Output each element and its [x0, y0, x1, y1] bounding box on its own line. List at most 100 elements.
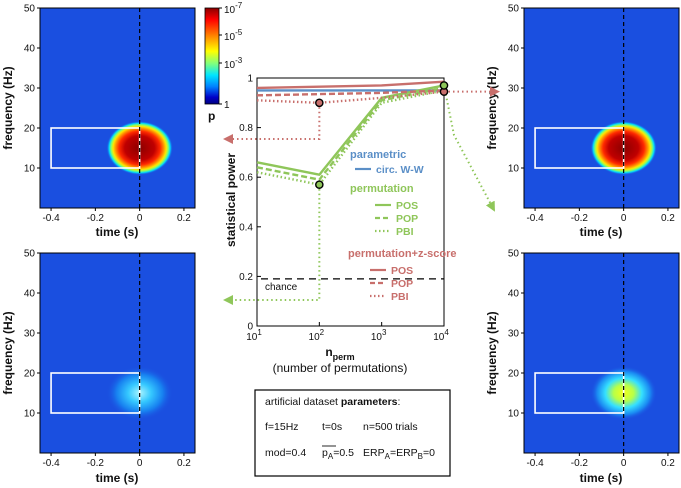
- power-chart: 0 0.2 0.4 0.6 0.8 1 101 102 103 104 chance stati…: [223, 74, 500, 375]
- x-tick-label: -0.2: [571, 213, 589, 224]
- power-x-tick-label: 101: [246, 328, 262, 343]
- heatmap-frame: [523, 252, 680, 454]
- power-y-tick-label: 0.6: [239, 173, 253, 184]
- x-tick-label: -0.4: [42, 213, 60, 224]
- y-tick-label: 50: [508, 249, 520, 260]
- y-tick-label: 10: [508, 409, 520, 420]
- legend-item: circ. W-W: [376, 164, 424, 176]
- heatmap-xlabel: time (s): [580, 471, 623, 485]
- highlighted-point: [439, 81, 449, 90]
- x-tick-label: 0: [137, 213, 143, 224]
- highlighted-point: [315, 180, 324, 189]
- y-tick-label: 50: [24, 4, 36, 15]
- y-tick-label: 40: [24, 44, 36, 55]
- heatmap-background: [40, 253, 195, 453]
- heatmap-panel-top-right: -0.4 -0.2 0 0.2 10 20 30 40 50 frequency (Hz) t…: [485, 4, 680, 239]
- colorbar-label: p: [208, 109, 215, 123]
- power-ylabel: statistical power: [224, 153, 238, 247]
- y-tick-label: 40: [508, 289, 520, 300]
- power-y-tick-label: 0.2: [239, 272, 253, 283]
- heatmap-frame: [39, 252, 196, 454]
- series-permutation-pos: [256, 84, 445, 176]
- heatmap-ylabel: frequency (Hz): [1, 66, 15, 149]
- x-tick-label: -0.2: [87, 213, 105, 224]
- series-permutationzscore-pos: [256, 80, 445, 90]
- power-xlabel: nperm: [325, 345, 354, 362]
- power-xlabel-paren: (number of permutations): [273, 361, 408, 375]
- legend-item: PBI: [391, 291, 409, 303]
- colorbar-tick-label: 10-5: [224, 28, 243, 43]
- arrow-to-bottom-right: [443, 85, 495, 212]
- y-tick-label: 40: [508, 44, 520, 55]
- x-tick-label: 0.2: [661, 458, 675, 469]
- x-tick-label: 0: [137, 458, 143, 469]
- param-modulation: mod=0.4: [265, 447, 306, 459]
- heatmap-panel-bottom-right: -0.4 -0.2 0 0.2 10 20 30 40 50 frequency (Hz) t…: [485, 249, 680, 485]
- legend: parametric circ. W-W permutation POS POP…: [348, 149, 457, 303]
- power-y-tick-label: 0.4: [239, 222, 253, 233]
- power-y-tick-label: 0.8: [239, 123, 253, 134]
- arrow-to-top-left: [223, 102, 321, 144]
- y-tick-label: 50: [24, 249, 36, 260]
- heatmap-ylabel: frequency (Hz): [485, 311, 499, 394]
- legend-group-title: permutation+z-score: [348, 248, 457, 260]
- power-y-tick-label: 0: [247, 322, 253, 333]
- series-permutation-pop: [256, 86, 445, 181]
- x-tick-label: -0.4: [526, 213, 544, 224]
- x-tick-label: 0: [621, 213, 627, 224]
- series-permutationzscore-pbi: [256, 90, 445, 105]
- highlighted-point: [315, 98, 324, 108]
- legend-item: POS: [391, 265, 413, 277]
- param-frequency: f=15Hz: [265, 421, 299, 433]
- colorbar: 10-7 10-5 10-3 1 p: [204, 1, 243, 123]
- y-tick-label: 10: [508, 164, 520, 175]
- y-tick-label: 10: [24, 409, 36, 420]
- colorbar-tick-label: 1: [224, 100, 230, 111]
- parameters-frame: [254, 389, 451, 477]
- param-phase: pA=0.5: [322, 445, 354, 461]
- x-tick-label: -0.2: [571, 458, 589, 469]
- x-tick-label: -0.4: [42, 458, 60, 469]
- parameters-title: artificial dataset parameters:: [265, 396, 400, 408]
- heatmap-xlabel: time (s): [96, 225, 139, 239]
- heatmap-background: [524, 253, 679, 453]
- y-tick-label: 30: [24, 329, 36, 340]
- heatmap-ylabel: frequency (Hz): [1, 311, 15, 394]
- heatmap-background: [524, 8, 679, 208]
- y-tick-label: 30: [508, 329, 520, 340]
- x-tick-label: 0.2: [177, 213, 191, 224]
- legend-item: POP: [391, 278, 413, 290]
- x-tick-label: -0.4: [526, 458, 544, 469]
- x-tick-label: 0: [621, 458, 627, 469]
- legend-item: POS: [396, 200, 418, 212]
- colorbar-tick-label: 10-3: [224, 56, 243, 71]
- x-tick-label: 0.2: [661, 213, 675, 224]
- y-tick-label: 30: [508, 84, 520, 95]
- power-y-tick-label: 1: [247, 74, 253, 85]
- power-chart-frame: [256, 77, 445, 327]
- heatmap-background: [40, 8, 195, 208]
- y-tick-label: 20: [24, 124, 36, 135]
- heatmap-panel-top-left: -0.4 -0.2 0 0.2 10 20 30 40 50 frequency (Hz) t…: [1, 4, 196, 239]
- heatmap-frame: [39, 7, 196, 209]
- x-tick-label: 0.2: [177, 458, 191, 469]
- series-permutationzscore-pop: [256, 89, 445, 97]
- param-time: t=0s: [322, 421, 342, 433]
- power-x-tick-label: 102: [309, 328, 325, 343]
- chance-label: chance: [265, 282, 298, 293]
- y-tick-label: 20: [24, 369, 36, 380]
- colorbar-gradient: [204, 7, 220, 105]
- legend-group-title: permutation: [350, 183, 414, 195]
- legend-item: PBI: [396, 226, 414, 238]
- power-x-tick-label: 104: [433, 328, 449, 343]
- y-tick-label: 10: [24, 164, 36, 175]
- heatmap-panel-bottom-left: -0.4 -0.2 0 0.2 10 20 30 40 50 frequency (Hz) t…: [1, 249, 196, 485]
- heatmap-frame: [523, 7, 680, 209]
- y-tick-label: 20: [508, 369, 520, 380]
- param-erp: ERPA=ERPB=0: [363, 447, 435, 461]
- colorbar-tick-label: 10-7: [224, 1, 243, 16]
- param-trials: n=500 trials: [363, 421, 418, 433]
- y-tick-label: 40: [24, 289, 36, 300]
- parameters-box: artificial dataset parameters: f=15Hz t=…: [254, 389, 451, 477]
